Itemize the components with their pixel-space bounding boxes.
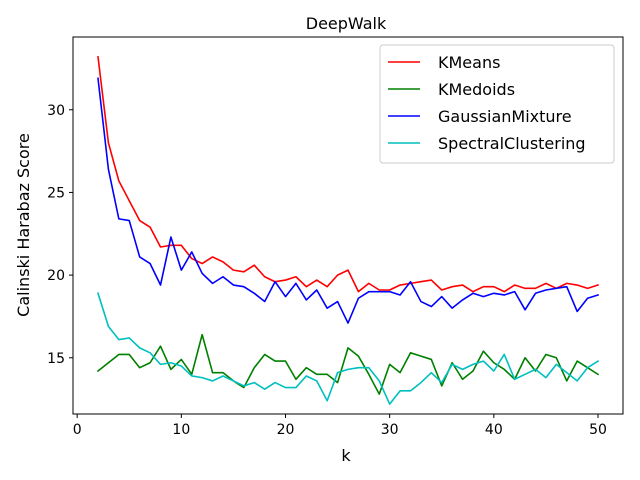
x-axis-label: k [341, 446, 351, 465]
legend-label: KMedoids [438, 80, 515, 99]
series-line-2 [97, 77, 600, 324]
series-line-3 [96, 292, 600, 405]
chart-title: DeepWalk [306, 14, 387, 33]
y-tick-label: 25 [47, 185, 65, 201]
x-axis-ticks: 0 10 20 30 40 50 [73, 414, 607, 438]
series-line-0 [97, 55, 600, 293]
legend-label: GaussianMixture [438, 107, 572, 126]
y-axis-ticks: 15 20 25 30 [47, 103, 73, 367]
y-tick-label: 20 [47, 268, 65, 284]
x-tick-label: 30 [381, 422, 399, 438]
y-tick-label: 15 [47, 351, 65, 367]
legend-box [379, 44, 615, 164]
y-tick-label: 30 [47, 103, 65, 119]
plot-lines [96, 55, 600, 405]
legend-label: SpectralClustering [438, 134, 586, 153]
axes-frame [72, 36, 624, 415]
legend: KMeans KMedoids GaussianMixture SpectralClu… [379, 44, 615, 164]
legend-label: KMeans [438, 53, 500, 72]
x-tick-label: 10 [172, 422, 190, 438]
x-tick-label: 20 [277, 422, 295, 438]
x-tick-label: 40 [485, 422, 503, 438]
x-tick-label: 50 [589, 422, 607, 438]
x-tick-label: 0 [73, 422, 82, 438]
y-axis-label: Calinski Harabaz Score [14, 133, 33, 317]
